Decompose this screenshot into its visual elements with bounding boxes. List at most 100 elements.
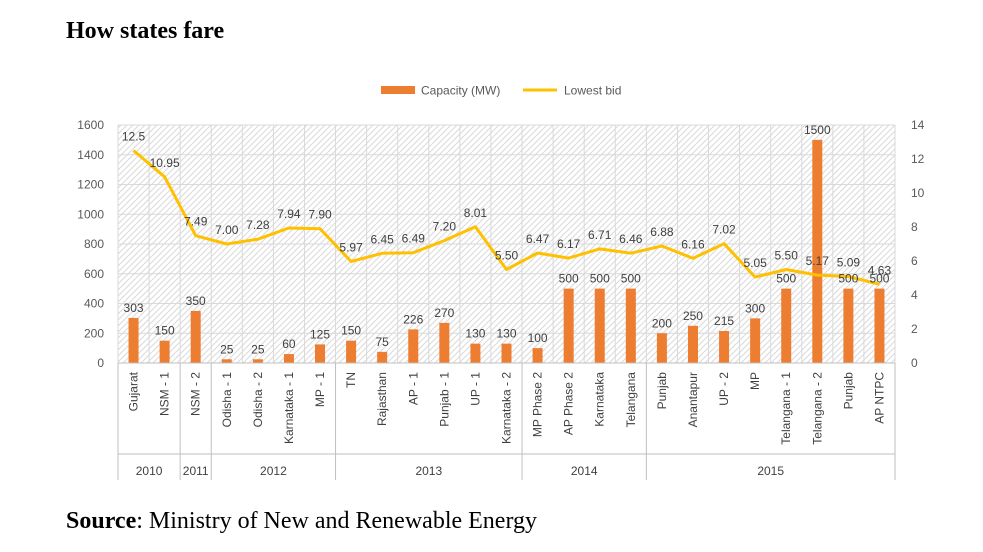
y-right-tick-label: 14 bbox=[911, 118, 925, 132]
capacity-bar bbox=[687, 325, 698, 363]
category-label: UP - 1 bbox=[468, 372, 482, 406]
capacity-label: 270 bbox=[434, 306, 454, 320]
category-label: AP NTPC bbox=[872, 372, 886, 424]
category-label: TN bbox=[344, 372, 358, 388]
data-labels: 303 150 350 25 25 60 125 150 75 226 270 130 130 100 50… bbox=[122, 123, 892, 356]
capacity-bar bbox=[750, 318, 761, 363]
capacity-bar bbox=[439, 322, 450, 363]
category-label: Karnataka - 1 bbox=[282, 372, 296, 444]
axes: 0 200 400 600 800 1000 1200 1400 1600 0 2 4 6 8 10 12 14… bbox=[77, 118, 925, 480]
capacity-bar bbox=[719, 331, 730, 363]
capacity-bar bbox=[221, 359, 232, 363]
bid-label: 5.97 bbox=[339, 241, 363, 255]
category-label: AP Phase 2 bbox=[562, 372, 576, 435]
capacity-label: 100 bbox=[528, 331, 548, 345]
capacity-label: 75 bbox=[376, 335, 390, 349]
bid-label: 12.5 bbox=[122, 130, 146, 144]
bid-label: 7.00 bbox=[215, 223, 239, 237]
bid-label: 7.28 bbox=[246, 218, 270, 232]
capacity-label: 500 bbox=[621, 272, 641, 286]
capacity-label: 250 bbox=[683, 309, 703, 323]
capacity-label: 500 bbox=[776, 272, 796, 286]
gridlines bbox=[117, 124, 896, 363]
capacity-bar bbox=[377, 351, 388, 363]
bid-label: 6.16 bbox=[681, 237, 705, 251]
capacity-bar bbox=[843, 288, 854, 363]
bid-label: 6.46 bbox=[619, 232, 643, 246]
capacity-bar bbox=[128, 317, 139, 363]
capacity-label: 303 bbox=[124, 301, 144, 315]
capacity-bar bbox=[283, 354, 294, 363]
y-left-tick-label: 1400 bbox=[77, 148, 104, 162]
category-label: MP - 1 bbox=[313, 372, 327, 407]
capacity-bar bbox=[625, 288, 636, 363]
category-label: Odisha - 2 bbox=[251, 372, 265, 428]
capacity-label: 60 bbox=[282, 337, 296, 351]
year-label: 2014 bbox=[571, 464, 598, 478]
capacity-bar bbox=[159, 340, 170, 363]
capacity-bar bbox=[346, 340, 357, 363]
category-label: Odisha - 1 bbox=[220, 372, 234, 428]
capacity-label: 200 bbox=[652, 316, 672, 330]
category-label: MP bbox=[748, 372, 762, 390]
category-label: Karnataka bbox=[593, 372, 607, 427]
bid-label: 7.20 bbox=[433, 220, 457, 234]
capacity-label: 500 bbox=[559, 272, 579, 286]
category-label: Telangana - 2 bbox=[810, 372, 824, 445]
source-line: Source: Ministry of New and Renewable En… bbox=[66, 508, 537, 535]
bid-label: 6.49 bbox=[402, 232, 426, 246]
capacity-label: 500 bbox=[838, 272, 858, 286]
bid-line bbox=[132, 149, 880, 286]
y-left-tick-label: 1200 bbox=[77, 178, 104, 192]
bid-label: 5.17 bbox=[806, 254, 830, 268]
capacity-label: 25 bbox=[220, 342, 234, 356]
y-right-tick-label: 2 bbox=[911, 322, 918, 336]
category-label: Punjab bbox=[655, 372, 669, 410]
bid-label: 5.50 bbox=[495, 249, 519, 263]
bid-label: 6.45 bbox=[371, 232, 395, 246]
bid-label: 6.47 bbox=[526, 232, 550, 246]
category-label: Telangana bbox=[624, 372, 638, 428]
capacity-label: 125 bbox=[310, 327, 330, 341]
capacity-label: 150 bbox=[341, 324, 361, 338]
y-right-tick-label: 6 bbox=[911, 254, 918, 268]
bid-label: 7.94 bbox=[277, 207, 301, 221]
bid-label: 6.71 bbox=[588, 228, 612, 242]
capacity-bar bbox=[656, 333, 667, 363]
capacity-label: 130 bbox=[496, 327, 516, 341]
bid-label: 8.01 bbox=[464, 206, 488, 220]
category-label: Punjab - 1 bbox=[437, 372, 451, 427]
capacity-bar bbox=[812, 139, 823, 363]
chart-title: How states fare bbox=[66, 18, 225, 44]
y-right-tick-label: 0 bbox=[911, 356, 918, 370]
y-left-tick-label: 200 bbox=[84, 326, 104, 340]
category-label: AP - 1 bbox=[406, 372, 420, 405]
bid-line-path bbox=[132, 149, 880, 286]
capacity-label: 25 bbox=[251, 342, 265, 356]
legend: Capacity (MW) Lowest bid bbox=[381, 84, 621, 98]
category-label: Rajasthan bbox=[375, 372, 389, 426]
capacity-label: 500 bbox=[590, 272, 610, 286]
year-label: 2010 bbox=[136, 464, 163, 478]
category-label: MP Phase 2 bbox=[531, 372, 545, 437]
category-label: Punjab bbox=[841, 372, 855, 410]
capacity-label: 1500 bbox=[804, 123, 831, 137]
y-left-tick-label: 0 bbox=[97, 356, 104, 370]
capacity-label: 500 bbox=[869, 272, 889, 286]
capacity-bar bbox=[408, 329, 419, 363]
source-label: Source bbox=[66, 508, 137, 534]
category-label: NSM - 1 bbox=[158, 372, 172, 416]
capacity-bid-chart: Capacity (MW) Lowest bid 020040060080010… bbox=[77, 84, 925, 480]
year-label: 2015 bbox=[757, 464, 784, 478]
bid-label: 5.50 bbox=[775, 249, 799, 263]
bid-label: 4.63 bbox=[868, 263, 892, 277]
year-label: 2011 bbox=[183, 464, 209, 478]
legend-label-capacity: Capacity (MW) bbox=[421, 84, 500, 98]
capacity-label: 150 bbox=[155, 324, 175, 338]
bid-label: 5.05 bbox=[743, 256, 767, 270]
category-label: Telangana - 1 bbox=[779, 372, 793, 445]
category-label: NSM - 2 bbox=[189, 372, 203, 416]
y-left-tick-label: 1000 bbox=[77, 207, 104, 221]
y-left-tick-label: 800 bbox=[84, 237, 104, 251]
capacity-label: 215 bbox=[714, 314, 734, 328]
